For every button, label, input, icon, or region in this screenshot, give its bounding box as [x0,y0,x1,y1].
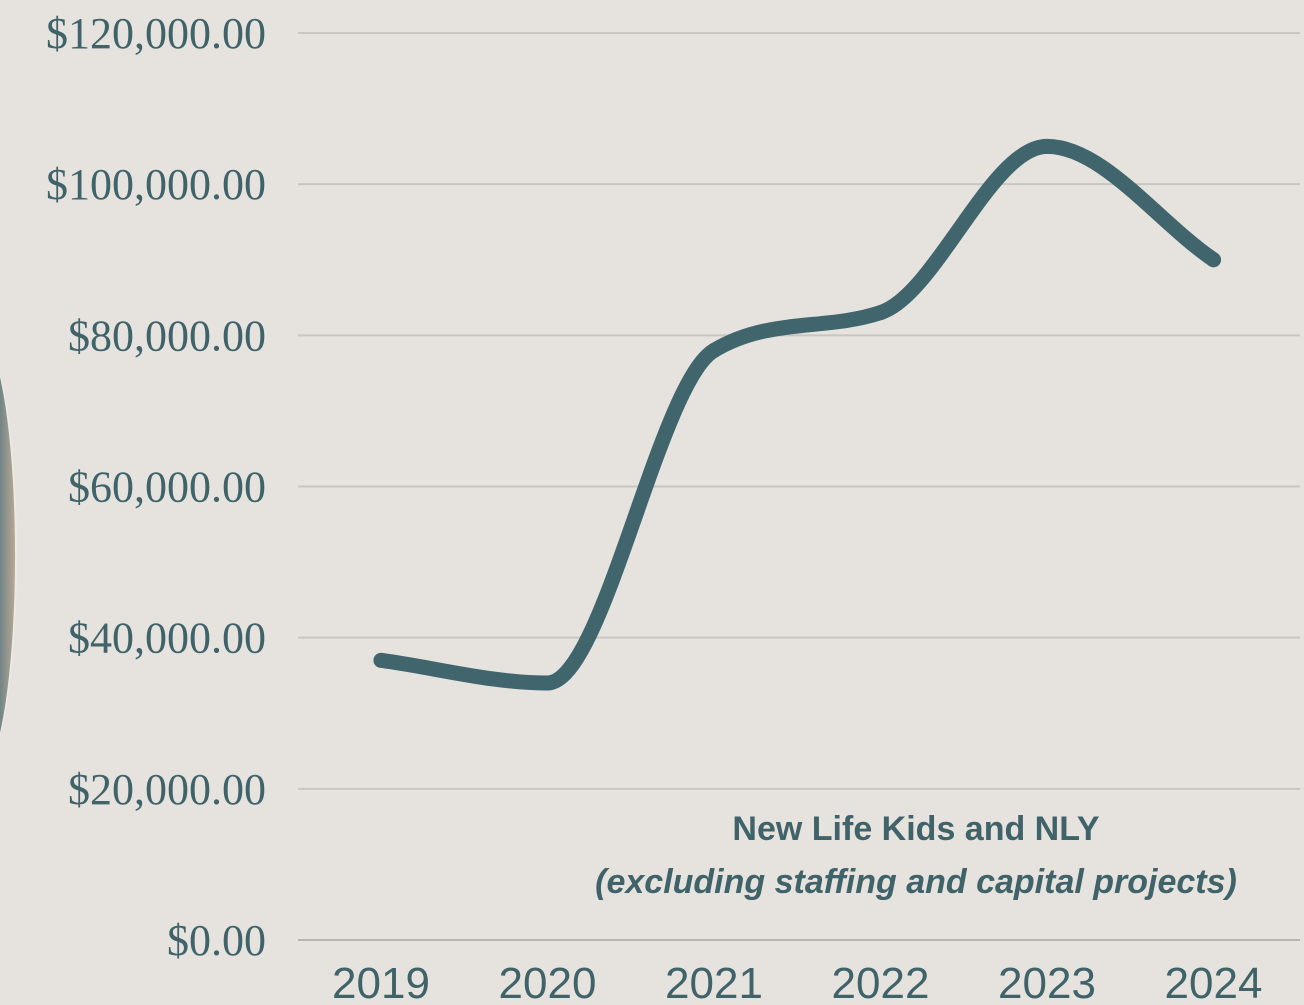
x-axis-ticks: 2019 2020 2021 2022 2023 2024 [332,959,1262,1005]
data-point [540,675,555,691]
data-point [373,652,389,668]
x-tick-label: 2023 [998,959,1096,1005]
gridlines [298,32,1300,941]
data-point [1206,252,1221,268]
x-tick-label: 2022 [832,959,930,1005]
y-tick-label: $40,000.00 [68,614,266,663]
data-point [706,342,722,358]
x-tick-label: 2024 [1165,959,1263,1005]
y-tick-label: $20,000.00 [68,765,266,814]
x-tick-label: 2019 [332,959,430,1005]
y-tick-label: $100,000.00 [46,160,266,209]
series-layer [373,138,1221,691]
y-axis-ticks: $0.00 $20,000.00 $40,000.00 $60,000.00 $80,0… [46,9,266,965]
y-tick-label: $60,000.00 [68,463,266,512]
y-tick-label: $80,000.00 [68,311,266,360]
series-line [373,138,1221,691]
data-point [1039,138,1055,154]
data-point [873,305,888,321]
x-tick-label: 2020 [499,959,597,1005]
annotation-line-1: New Life Kids and NLY [732,810,1099,848]
y-tick-label: $120,000.00 [46,9,266,58]
y-tick-label: $0.00 [167,916,266,965]
x-tick-label: 2021 [665,959,763,1005]
annotation-line-2: (excluding staffing and capital projects… [595,863,1237,901]
